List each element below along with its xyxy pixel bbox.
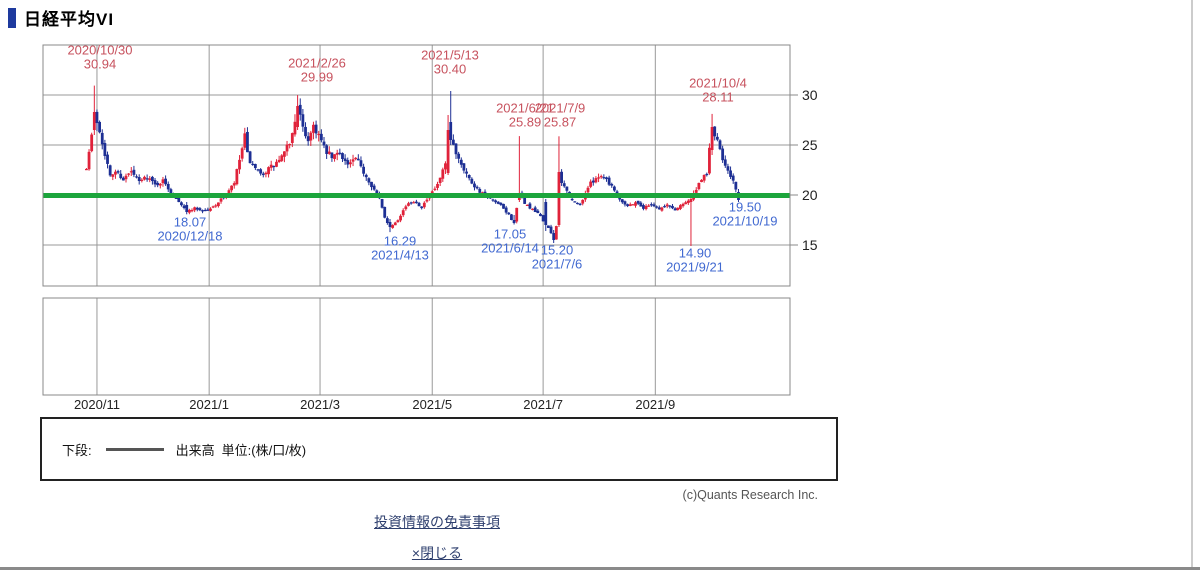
peak-annotation: 2021/10/4 [689,76,747,91]
close-link-label: 閉じる [420,545,463,561]
trough-annotation: 2020/12/18 [157,229,222,244]
y-axis-labels: 30 25 20 15 [790,87,818,253]
trough-annotation: 15.20 [541,243,574,258]
trough-annotation: 14.90 [679,246,712,261]
svg-text:2021/3: 2021/3 [300,397,340,412]
gridlines [43,45,790,395]
svg-text:2021/9: 2021/9 [635,397,675,412]
svg-text:30: 30 [802,87,818,103]
disclaimer-link[interactable]: 投資情報の免責事項 [374,514,500,530]
window-right-border [1191,0,1193,570]
page-header: 日経平均VI [8,5,114,30]
page-title: 日経平均VI [24,10,115,29]
price-panel-border [42,44,791,287]
copyright-text: (c)Quants Research Inc. [682,488,818,502]
svg-text:2021/1: 2021/1 [189,397,229,412]
trough-annotation: 17.05 [494,227,527,242]
svg-text:25: 25 [802,137,818,153]
candles [85,85,740,246]
peak-annotation: 2021/6/21 [496,101,554,116]
svg-text:2020/11: 2020/11 [74,397,120,412]
close-x-icon: × [411,545,421,561]
x-axis-labels: 2020/11 2021/1 2021/3 2021/5 2021/7 2021/9 [74,397,675,412]
peak-annotation: 29.99 [301,70,334,85]
peak-annotation: 28.11 [702,90,734,105]
legend-box: 下段: 出来高 単位:(株/口/枚) [40,417,838,481]
trough-annotation: 2021/7/6 [532,257,583,272]
svg-text:20: 20 [802,187,818,203]
disclaimer-row: 投資情報の免責事項 [0,512,874,532]
trough-annotation: 16.29 [384,234,417,249]
trough-annotation: 18.07 [174,215,207,230]
peak-annotation: 2020/10/30 [67,43,132,58]
close-row: ×閉じる [0,543,874,563]
volume-panel-border [42,297,791,396]
svg-text:2021/7: 2021/7 [523,397,563,412]
peak-annotation: 30.40 [434,62,467,77]
peak-annotation: 25.89 [509,115,542,130]
trough-annotation: 2021/4/13 [371,248,429,263]
volume-line-icon [105,447,164,451]
trough-annotation: 2021/9/21 [666,260,724,275]
peak-annotation: 2021/5/13 [421,48,479,63]
reference-line-20 [43,193,790,198]
window-bottom-border [0,567,1200,570]
svg-text:15: 15 [802,237,818,253]
legend-prefix: 下段: [62,442,92,458]
trough-annotation: 19.50 [729,200,762,215]
legend-unit-label: 単位:(株/口/枚) [221,442,307,458]
close-link[interactable]: ×閉じる [412,545,462,561]
peak-annotation: 2021/2/26 [288,56,346,71]
trough-annotation: 2021/10/19 [712,214,777,229]
title-accent-bar [8,7,16,28]
peak-annotation: 2021/7/9 [535,101,586,116]
svg-text:2021/5: 2021/5 [412,397,452,412]
trough-annotation: 2021/6/14 [481,241,539,256]
legend-series-label: 出来高 [175,442,215,458]
peak-annotation: 25.87 [544,115,577,130]
peak-annotation: 30.94 [84,57,117,72]
